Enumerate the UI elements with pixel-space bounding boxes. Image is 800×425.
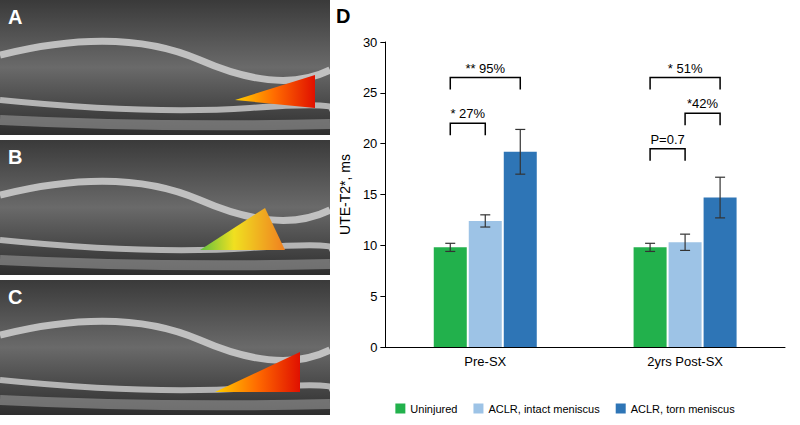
svg-text:15: 15 (363, 187, 377, 202)
svg-text:0: 0 (370, 340, 377, 355)
svg-text:5: 5 (370, 289, 377, 304)
svg-text:30: 30 (363, 35, 377, 50)
svg-text:P=0.7: P=0.7 (650, 132, 684, 147)
svg-text:D: D (336, 5, 350, 27)
svg-text:20: 20 (363, 136, 377, 151)
svg-text:2yrs Post-SX: 2yrs Post-SX (647, 354, 723, 369)
svg-text:* 51%: * 51% (668, 61, 703, 76)
svg-text:A: A (8, 6, 22, 28)
svg-text:Pre-SX: Pre-SX (464, 354, 506, 369)
svg-text:B: B (8, 146, 22, 168)
svg-text:* 27%: * 27% (450, 106, 485, 121)
svg-text:*42%: *42% (687, 96, 719, 111)
svg-text:25: 25 (363, 85, 377, 100)
svg-text:UTE-T2*, ms: UTE-T2*, ms (337, 154, 353, 235)
svg-text:Uninjured: Uninjured (410, 403, 457, 415)
svg-text:ACLR, torn meniscus: ACLR, torn meniscus (631, 403, 735, 415)
svg-text:C: C (8, 286, 22, 308)
svg-text:ACLR, intact meniscus: ACLR, intact meniscus (488, 403, 600, 415)
svg-text:10: 10 (363, 238, 377, 253)
svg-text:** 95%: ** 95% (465, 61, 505, 76)
